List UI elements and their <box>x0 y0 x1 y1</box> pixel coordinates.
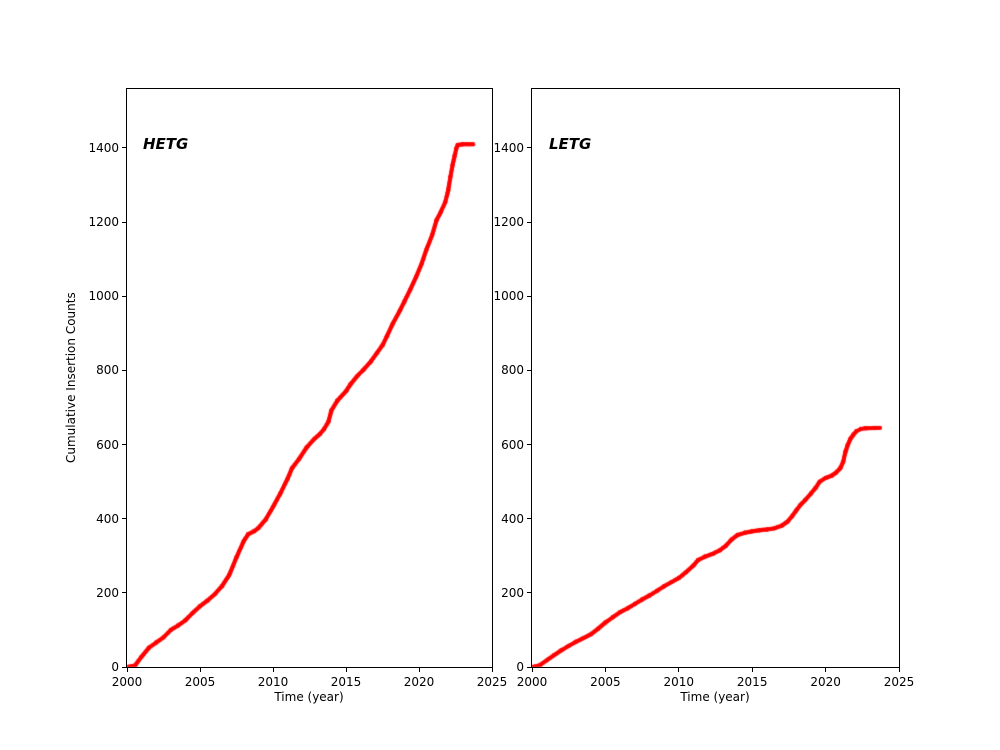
x-tick-label: 2000 <box>111 675 143 689</box>
x-tick-label: 2020 <box>810 675 841 689</box>
y-tick-mark <box>527 295 531 297</box>
y-tick-mark <box>527 666 531 668</box>
x-tick-mark <box>418 668 420 672</box>
x-tick-mark <box>531 668 533 672</box>
y-tick-mark <box>122 518 126 520</box>
y-tick-mark <box>527 369 531 371</box>
y-tick-mark <box>122 147 126 149</box>
y-tick-mark <box>122 369 126 371</box>
y-tick-label: 200 <box>96 585 119 600</box>
x-tick-mark <box>678 668 680 672</box>
y-tick-mark <box>122 295 126 297</box>
x-axis-label-left: Time (year) <box>274 690 344 704</box>
x-tick-label: 2025 <box>883 675 915 689</box>
y-tick-mark <box>527 592 531 594</box>
x-tick-label: 2000 <box>516 675 548 689</box>
x-tick-mark <box>345 668 347 672</box>
x-tick-mark <box>199 668 201 672</box>
panel-left-axes <box>126 88 493 668</box>
x-tick-label: 2025 <box>476 675 508 689</box>
y-tick-mark <box>527 518 531 520</box>
y-tick-mark <box>527 221 531 223</box>
x-tick-mark <box>126 668 128 672</box>
panel-right-axes <box>531 88 900 668</box>
x-tick-mark <box>751 668 753 672</box>
x-tick-mark <box>491 668 493 672</box>
y-tick-mark <box>527 444 531 446</box>
x-tick-label: 2015 <box>330 675 362 689</box>
x-tick-label: 2005 <box>184 675 216 689</box>
y-tick-label: 800 <box>96 363 119 378</box>
x-tick-mark <box>825 668 827 672</box>
x-tick-label: 2020 <box>403 675 435 689</box>
x-tick-label: 2005 <box>590 675 621 689</box>
y-tick-mark <box>122 666 126 668</box>
y-axis-label: Cumulative Insertion Counts <box>64 292 78 464</box>
panel-left-title: HETG <box>143 135 189 153</box>
y-tick-label: 600 <box>96 437 119 452</box>
x-tick-mark <box>604 668 606 672</box>
y-tick-mark <box>122 592 126 594</box>
y-tick-label: 1400 <box>88 140 119 155</box>
y-tick-label: 400 <box>501 511 524 526</box>
y-tick-label: 1000 <box>88 289 119 304</box>
y-tick-label: 0 <box>516 660 524 674</box>
x-tick-label: 2010 <box>663 675 695 689</box>
y-tick-label: 400 <box>96 511 119 526</box>
y-tick-label: 600 <box>501 437 524 452</box>
y-tick-label: 200 <box>501 585 524 600</box>
y-tick-mark <box>122 444 126 446</box>
x-axis-label-right: Time (year) <box>680 690 750 704</box>
x-tick-mark <box>272 668 274 672</box>
x-tick-label: 2010 <box>257 675 289 689</box>
x-tick-mark <box>898 668 900 672</box>
x-tick-label: 2015 <box>736 675 768 689</box>
y-tick-label: 800 <box>501 363 524 378</box>
y-tick-mark <box>122 221 126 223</box>
y-tick-label: 1000 <box>493 289 524 304</box>
panel-right-title: LETG <box>549 135 592 153</box>
y-tick-label: 1200 <box>88 215 119 230</box>
y-tick-label: 1200 <box>493 215 524 230</box>
y-tick-label: 1400 <box>493 140 524 155</box>
y-tick-mark <box>527 147 531 149</box>
y-tick-label: 0 <box>111 660 119 674</box>
